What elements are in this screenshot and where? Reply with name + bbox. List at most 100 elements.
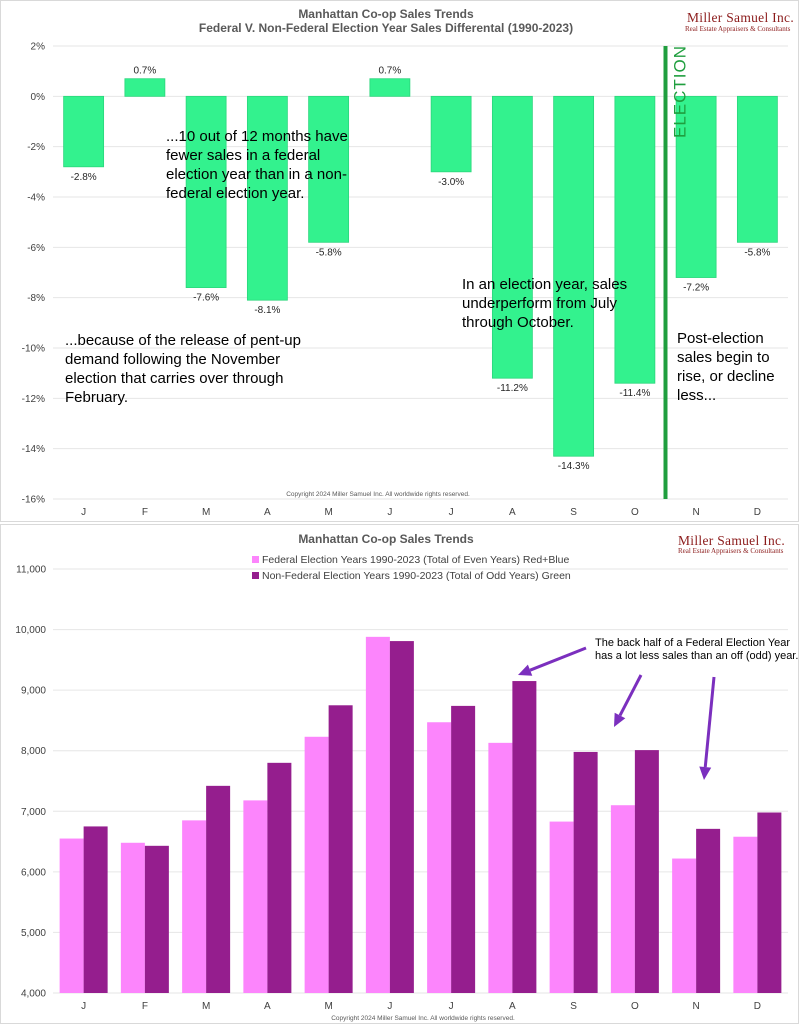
federal-bar bbox=[427, 722, 452, 993]
july-october-note: In an election year, sales underperform … bbox=[462, 276, 631, 331]
chart1-y-tick: 0% bbox=[31, 92, 46, 103]
chart2-x-tick: J bbox=[81, 1001, 86, 1012]
annotation-arrow bbox=[703, 676, 716, 768]
legend-label-federal: Federal Election Years 1990-2023 (Total … bbox=[262, 554, 569, 566]
non-federal-bar bbox=[144, 845, 169, 993]
chart2-x-tick: F bbox=[142, 1001, 148, 1012]
chart1-y-tick: -4% bbox=[27, 193, 45, 204]
sales-comparison-chart: Manhattan Co-op Sales Trends Miller Samu… bbox=[15, 532, 798, 1022]
non-federal-bar bbox=[451, 705, 476, 993]
chart1-y-tick: -10% bbox=[22, 344, 45, 355]
chart2-x-tick: S bbox=[570, 1001, 577, 1012]
annotation-arrow bbox=[618, 674, 643, 717]
chart2-legend: Federal Election Years 1990-2023 (Total … bbox=[252, 554, 571, 582]
chart2-logo-tagline: Real Estate Appraisers & Consultants bbox=[678, 547, 784, 555]
chart1-x-tick: F bbox=[142, 507, 148, 518]
federal-bar bbox=[59, 838, 84, 993]
chart1-x-tick: J bbox=[81, 507, 86, 518]
chart2-y-tick: 5,000 bbox=[21, 928, 46, 939]
differential-bar bbox=[369, 78, 411, 97]
chart2-y-tick: 4,000 bbox=[21, 989, 46, 1000]
differential-bar bbox=[491, 95, 533, 379]
federal-bar bbox=[672, 858, 697, 993]
chart2-y-tick: 11,000 bbox=[16, 565, 46, 576]
chart1-x-tick: A bbox=[264, 507, 271, 518]
sales-comparison-chart-panel: Manhattan Co-op Sales Trends Miller Samu… bbox=[0, 524, 799, 1024]
legend-swatch-non-federal bbox=[252, 572, 259, 579]
post-election-note: Post-election sales begin to rise, or de… bbox=[677, 330, 779, 404]
chart1-copyright: Copyright 2024 Miller Samuel Inc. All wo… bbox=[286, 491, 470, 498]
chart1-x-tick: J bbox=[449, 507, 454, 518]
chart2-x-tick: M bbox=[324, 1001, 332, 1012]
differential-bar-label: -2.8% bbox=[71, 172, 97, 183]
federal-bar bbox=[549, 821, 574, 993]
differential-bar-label: -8.1% bbox=[254, 305, 280, 316]
non-federal-bar bbox=[83, 826, 108, 993]
chart1-subtitle: Federal V. Non-Federal Election Year Sal… bbox=[199, 21, 573, 35]
federal-bar bbox=[182, 820, 207, 993]
chart2-x-tick: A bbox=[264, 1001, 271, 1012]
chart2-y-tick: 8,000 bbox=[21, 746, 46, 757]
differential-bar bbox=[553, 95, 595, 457]
election-marker-label: ELECTION bbox=[671, 45, 690, 138]
chart1-y-tick: -16% bbox=[22, 495, 45, 506]
chart1-y-tick: -8% bbox=[27, 293, 45, 304]
differential-bar-label: -11.4% bbox=[619, 388, 650, 399]
differential-bar bbox=[185, 95, 227, 288]
non-federal-bar bbox=[267, 762, 292, 993]
back-half-note: The back half of a Federal Election Year… bbox=[595, 637, 798, 662]
differential-bar bbox=[430, 95, 472, 173]
non-federal-bar bbox=[696, 828, 721, 993]
chart2-x-tick: O bbox=[631, 1001, 639, 1012]
differential-bar bbox=[675, 95, 717, 278]
non-federal-bar bbox=[328, 705, 353, 993]
non-federal-bar bbox=[757, 812, 782, 993]
differential-bar bbox=[63, 95, 105, 168]
chart1-logo: Miller Samuel Inc. Real Estate Appraiser… bbox=[685, 10, 794, 33]
annotation-arrow bbox=[529, 646, 587, 672]
differential-bar-label: -7.6% bbox=[193, 293, 219, 304]
chart2-title: Manhattan Co-op Sales Trends bbox=[298, 532, 474, 546]
non-federal-bar bbox=[206, 785, 231, 993]
legend-label-non-federal: Non-Federal Election Years 1990-2023 (To… bbox=[262, 570, 571, 582]
differential-bar-label: -5.8% bbox=[744, 247, 770, 258]
annotation-arrows bbox=[518, 646, 716, 780]
pentup-note: ...because of the release of pent-up dem… bbox=[65, 332, 305, 406]
differential-bar-label: -7.2% bbox=[683, 283, 709, 294]
federal-bar bbox=[120, 842, 145, 993]
chart1-y-tick: 2% bbox=[31, 42, 46, 53]
chart2-y-tick: 9,000 bbox=[21, 686, 46, 697]
chart1-y-tick: -2% bbox=[27, 142, 45, 153]
federal-bar bbox=[488, 742, 513, 993]
chart1-logo-tagline: Real Estate Appraisers & Consultants bbox=[685, 25, 791, 33]
chart2-logo: Miller Samuel Inc. Real Estate Appraiser… bbox=[678, 533, 785, 555]
differential-bar-label: 0.7% bbox=[133, 66, 156, 77]
chart2-x-tick: J bbox=[387, 1001, 392, 1012]
annotation-arrowhead bbox=[518, 664, 533, 676]
chart1-x-tick: J bbox=[387, 507, 392, 518]
differential-chart-panel: Manhattan Co-op Sales Trends Federal V. … bbox=[0, 0, 799, 522]
chart1-title: Manhattan Co-op Sales Trends bbox=[298, 7, 474, 21]
differential-bar-label: -14.3% bbox=[558, 461, 590, 472]
chart2-copyright: Copyright 2024 Miller Samuel Inc. All wo… bbox=[331, 1015, 515, 1022]
non-federal-bar bbox=[634, 750, 659, 993]
chart1-annotations: ...10 out of 12 months have fewer sales … bbox=[65, 128, 779, 406]
differential-chart: Manhattan Co-op Sales Trends Federal V. … bbox=[22, 7, 794, 518]
federal-bar bbox=[365, 636, 390, 993]
differential-bar bbox=[308, 95, 350, 243]
chart1-x-tick: O bbox=[631, 507, 639, 518]
differential-bar bbox=[246, 95, 288, 301]
differential-bar bbox=[614, 95, 656, 384]
annotation-arrowhead bbox=[699, 766, 712, 780]
chart1-y-tick: -6% bbox=[27, 243, 45, 254]
chart1-x-tick: M bbox=[324, 507, 332, 518]
months-note: ...10 out of 12 months have fewer sales … bbox=[166, 128, 352, 202]
non-federal-bar bbox=[573, 751, 598, 993]
chart2-y-tick: 10,000 bbox=[15, 625, 46, 636]
chart2-logo-name: Miller Samuel Inc. bbox=[678, 533, 785, 548]
differential-bar-label: -5.8% bbox=[316, 247, 342, 258]
chart1-y-tick: -12% bbox=[22, 394, 45, 405]
chart1-x-tick: S bbox=[570, 507, 577, 518]
federal-bar bbox=[304, 736, 329, 993]
differential-bar-label: 0.7% bbox=[378, 66, 401, 77]
